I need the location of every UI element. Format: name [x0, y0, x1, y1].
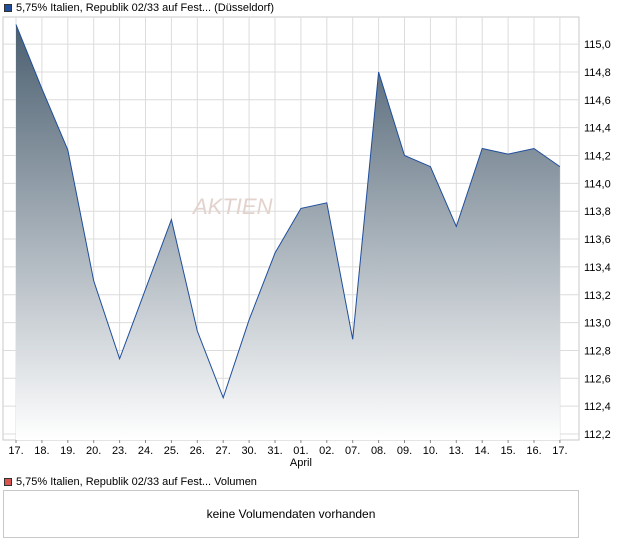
x-tick-label: 16. [526, 445, 541, 457]
y-tick-label: 113,8 [584, 206, 611, 218]
volume-empty-message: keine Volumendaten vorhanden [206, 507, 376, 521]
price-line [15, 24, 561, 400]
x-tick-label: 07. [345, 445, 360, 457]
y-tick-label: 112,4 [584, 401, 611, 413]
volume-panel: keine Volumendaten vorhanden [3, 490, 579, 538]
y-tick-label: 113,4 [584, 262, 611, 274]
price-legend-swatch [4, 4, 12, 12]
x-tick-label: 02. [319, 445, 334, 457]
x-tick-label: 23. [112, 445, 127, 457]
x-tick-label: 10. [423, 445, 438, 457]
y-tick-label: 114,0 [584, 178, 611, 190]
y-tick-label: 112,6 [584, 373, 611, 385]
y-tick-label: 114,2 [584, 151, 611, 163]
y-axis: 115,0 114,8 114,6 114,4 114,2 114,0 113,8 113,6… [584, 39, 611, 441]
y-tick-label: 114,8 [584, 67, 611, 79]
x-month-label: April [290, 457, 312, 469]
watermark: AKTIEN [191, 194, 273, 219]
x-tick-label: 26. [190, 445, 205, 457]
volume-legend-label: 5,75% Italien, Republik 02/33 auf Fest..… [16, 476, 257, 488]
x-tick-label: 27. [216, 445, 231, 457]
x-tick-label: 25. [164, 445, 179, 457]
x-tick-label: 08. [371, 445, 386, 457]
y-tick-label: 112,2 [584, 429, 611, 441]
x-tick-label: 31. [267, 445, 282, 457]
y-tick-label: 113,2 [584, 290, 611, 302]
y-tick-label: 114,6 [584, 95, 611, 107]
price-chart: AKTIEN 115,0 114,8 114,6 114,4 114,2 114,0 113… [2, 16, 611, 469]
x-tick-label: 24. [138, 445, 153, 457]
x-tick-label: 13. [449, 445, 464, 457]
x-tick-label: 01. [293, 445, 308, 457]
x-tick-label: 17. [552, 445, 567, 457]
x-tick-label: 30. [241, 445, 256, 457]
y-tick-label: 112,8 [584, 345, 611, 357]
volume-legend-swatch [4, 478, 12, 486]
x-tick-label: 15. [500, 445, 515, 457]
x-tick-label: 14. [475, 445, 490, 457]
x-axis: 17. 18. 19. 20. 23. 24. 25. 26. 27. 30. 31. 01. 02. 0… [8, 440, 568, 469]
x-tick-label: 09. [397, 445, 412, 457]
x-tick-label: 17. [8, 445, 23, 457]
y-tick-label: 115,0 [584, 39, 611, 51]
x-tick-label: 18. [34, 445, 49, 457]
price-legend-label: 5,75% Italien, Republik 02/33 auf Fest..… [16, 2, 275, 14]
y-tick-label: 114,4 [584, 123, 611, 135]
x-tick-label: 19. [60, 445, 75, 457]
price-area [16, 24, 560, 440]
price-legend: 5,75% Italien, Republik 02/33 auf Fest..… [4, 1, 274, 15]
y-tick-label: 113,0 [584, 318, 611, 330]
y-tick-label: 113,6 [584, 234, 611, 246]
volume-legend: 5,75% Italien, Republik 02/33 auf Fest..… [4, 475, 257, 489]
x-tick-label: 20. [86, 445, 101, 457]
